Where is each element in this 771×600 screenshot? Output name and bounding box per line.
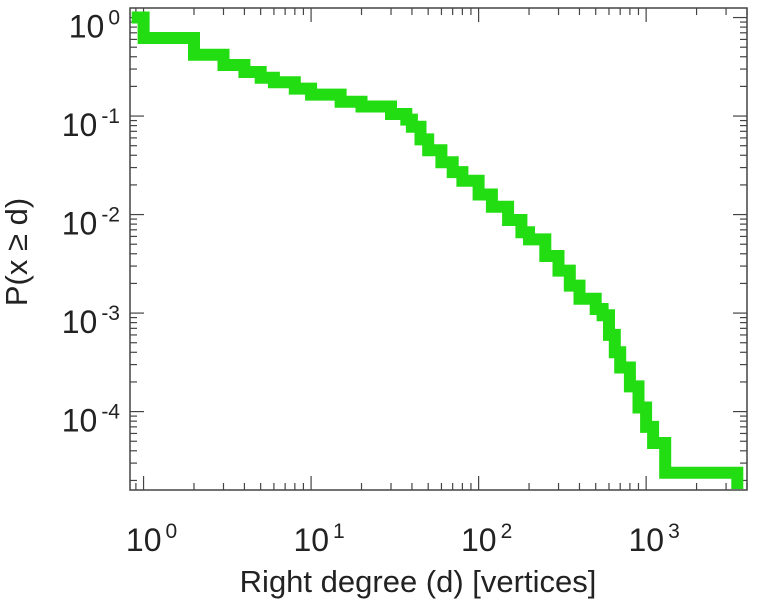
y-tick-label: 10 -3 xyxy=(62,302,120,340)
x-tick-label: 10 0 xyxy=(126,520,177,558)
x-tick-label: 10 3 xyxy=(628,520,679,558)
y-tick-label: 10 -4 xyxy=(62,401,121,439)
series-layer xyxy=(131,11,744,489)
y-axis-label: P(x ≥ d) xyxy=(0,198,34,306)
x-axis-label: Right degree (d) [vertices] xyxy=(240,564,597,599)
x-tick-label: 10 1 xyxy=(293,520,344,558)
plot-frame xyxy=(129,7,748,491)
y-tick-label: 10 -2 xyxy=(62,204,120,242)
series-line xyxy=(131,11,744,489)
y-tick-label: 10 0 xyxy=(69,7,120,45)
x-tick-label: 10 2 xyxy=(461,520,512,558)
axis-ticks xyxy=(130,8,748,490)
tick-labels: 10 0 10 1 10 2 10 3 10 0 10 -1 10 -2 10 -3 10 -4 xyxy=(62,7,680,558)
y-tick-label: 10 -1 xyxy=(62,105,120,143)
